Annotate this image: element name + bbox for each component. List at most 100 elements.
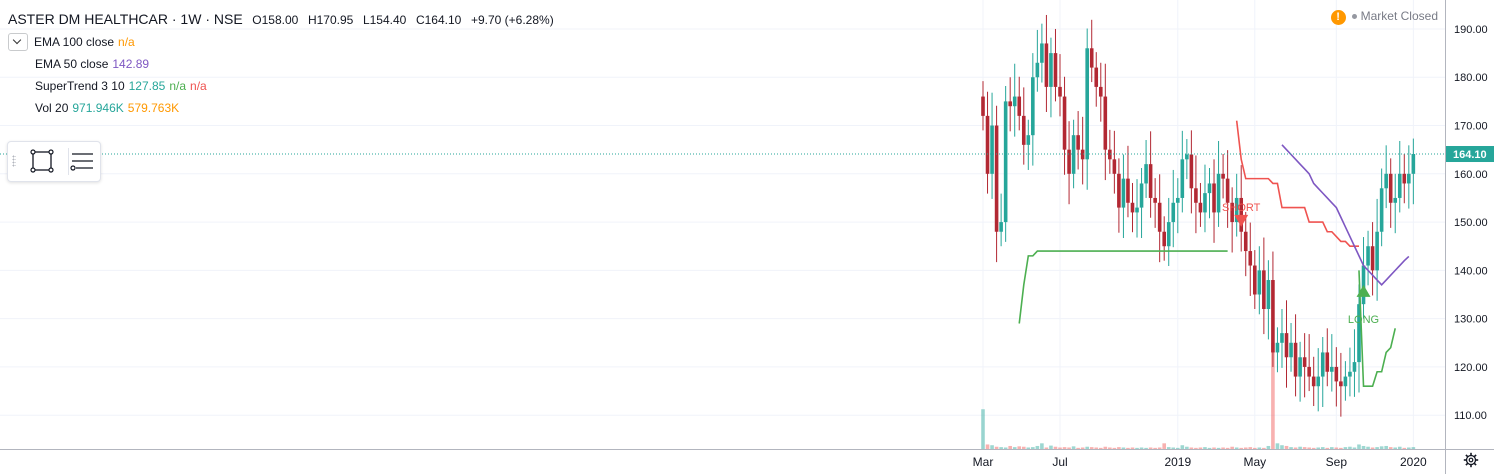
long-signal-label: LONG xyxy=(1348,314,1379,326)
candle-body xyxy=(1157,202,1162,232)
volume-bar xyxy=(1257,447,1262,449)
volume-bar xyxy=(1225,447,1230,449)
ohlc-change: +9.70 (+6.28%) xyxy=(470,13,554,27)
candle-body xyxy=(1003,101,1008,223)
volume-bar xyxy=(1343,447,1348,449)
chevron-down-icon[interactable] xyxy=(8,32,28,51)
volume-bar xyxy=(1053,446,1058,449)
candle-body xyxy=(1397,173,1402,198)
indicator-row-ema50[interactable]: EMA 50 close 142.89 xyxy=(8,53,554,75)
volume-bar xyxy=(1017,446,1022,449)
volume-bar xyxy=(1348,446,1352,449)
candle-body xyxy=(1067,149,1071,174)
market-status[interactable]: ! Market Closed xyxy=(1330,9,1438,25)
lines-tool-icon[interactable] xyxy=(68,147,96,175)
candle-body xyxy=(1284,333,1289,358)
candle-body xyxy=(1370,246,1375,271)
candle-body xyxy=(1289,342,1293,358)
volume-bar xyxy=(1148,447,1153,449)
candle-body xyxy=(1166,222,1171,247)
supertrend-up-line xyxy=(1018,250,1228,324)
volume-bar xyxy=(1157,447,1162,449)
toolbar-divider xyxy=(68,148,69,175)
candle-body xyxy=(1225,178,1230,203)
candle-body xyxy=(1411,154,1416,174)
volume-bar xyxy=(1334,447,1339,449)
volume-bar xyxy=(1280,445,1284,449)
gear-icon[interactable] xyxy=(1463,452,1479,468)
volume-bar xyxy=(1366,446,1370,449)
indicator-name[interactable]: Vol 20 xyxy=(35,101,69,115)
candle-body xyxy=(1239,197,1244,232)
candle-body xyxy=(1262,270,1266,309)
volume-bar xyxy=(1080,447,1085,449)
candle-body xyxy=(1108,149,1112,160)
volume-bar xyxy=(1407,447,1411,449)
price-tick-label: 190.00 xyxy=(1454,24,1488,36)
candle-body xyxy=(1343,376,1348,387)
volume-bar xyxy=(1103,446,1108,449)
volume-bar xyxy=(1180,445,1185,449)
volume-bar xyxy=(1379,446,1384,449)
volume-bar xyxy=(1339,447,1343,449)
volume-bar xyxy=(1330,447,1334,449)
volume-bar xyxy=(1375,447,1379,449)
volume-bar xyxy=(1162,443,1166,449)
volume-bar xyxy=(1012,447,1017,449)
rectangle-tool-icon[interactable] xyxy=(28,147,56,175)
price-tick-label: 150.00 xyxy=(1454,217,1488,229)
candle-body xyxy=(1230,202,1234,223)
candle-body xyxy=(1275,342,1280,353)
warning-icon[interactable]: ! xyxy=(1330,10,1346,25)
candle-body xyxy=(1189,154,1194,189)
candle-body xyxy=(1121,178,1126,208)
volume-bar xyxy=(1094,447,1099,449)
short-signal-label: SHORT xyxy=(1222,202,1261,214)
indicator-name[interactable]: SuperTrend 3 10 xyxy=(35,79,125,93)
volume-bar xyxy=(1293,447,1298,449)
indicator-row-ema100[interactable]: EMA 100 close n/a xyxy=(8,31,554,53)
volume-bar xyxy=(1071,446,1076,449)
volume-bar xyxy=(1062,447,1067,449)
indicator-value: 579.763K xyxy=(127,101,180,115)
volume-bar xyxy=(1058,447,1062,449)
volume-bar xyxy=(1284,445,1289,449)
candle-body xyxy=(1221,173,1225,179)
drag-handle-icon[interactable] xyxy=(12,155,16,167)
time-tick-label: Mar xyxy=(973,455,994,469)
price-tick-label: 140.00 xyxy=(1454,265,1488,277)
volume-bar xyxy=(1243,447,1248,449)
candle-body xyxy=(1216,173,1221,213)
volume-bar xyxy=(1207,447,1212,449)
indicator-value: n/a xyxy=(169,79,187,93)
symbol-row: ASTER DM HEALTHCAR · 1W · NSE O158.00 H1… xyxy=(8,8,554,31)
volume-bar xyxy=(1221,447,1225,449)
candle-body xyxy=(1089,48,1094,68)
supertrend-up-line xyxy=(1358,270,1397,388)
status-dot-icon xyxy=(1351,14,1357,20)
volume-bar xyxy=(1130,447,1135,449)
volume-bar xyxy=(1126,447,1130,449)
candle-body xyxy=(1135,207,1139,213)
volume-bar xyxy=(1230,446,1234,449)
indicator-name[interactable]: EMA 50 close xyxy=(35,57,109,71)
candle-body xyxy=(1207,183,1212,194)
volume-bar xyxy=(1135,447,1139,449)
price-tick-label: 110.00 xyxy=(1454,410,1487,422)
candle-body xyxy=(1098,86,1103,97)
indicator-row-volume[interactable]: Vol 20 971.946K 579.763K xyxy=(8,97,554,119)
time-tick-label: Sep xyxy=(1326,455,1348,469)
volume-bar xyxy=(1320,447,1325,449)
symbol-title[interactable]: ASTER DM HEALTHCAR · 1W · NSE xyxy=(8,11,243,27)
candle-body xyxy=(1112,159,1117,174)
candle-body xyxy=(1021,115,1026,145)
ohlc-high: H170.95 xyxy=(307,13,354,27)
volume-bar xyxy=(1098,447,1103,449)
candle-body xyxy=(1293,342,1298,377)
volume-bar xyxy=(1316,447,1321,449)
candle-body xyxy=(1357,304,1361,363)
indicator-value: 971.946K xyxy=(72,101,124,115)
indicator-name[interactable]: EMA 100 close xyxy=(34,35,115,49)
indicator-row-supertrend[interactable]: SuperTrend 3 10 127.85 n/a n/a xyxy=(8,75,554,97)
